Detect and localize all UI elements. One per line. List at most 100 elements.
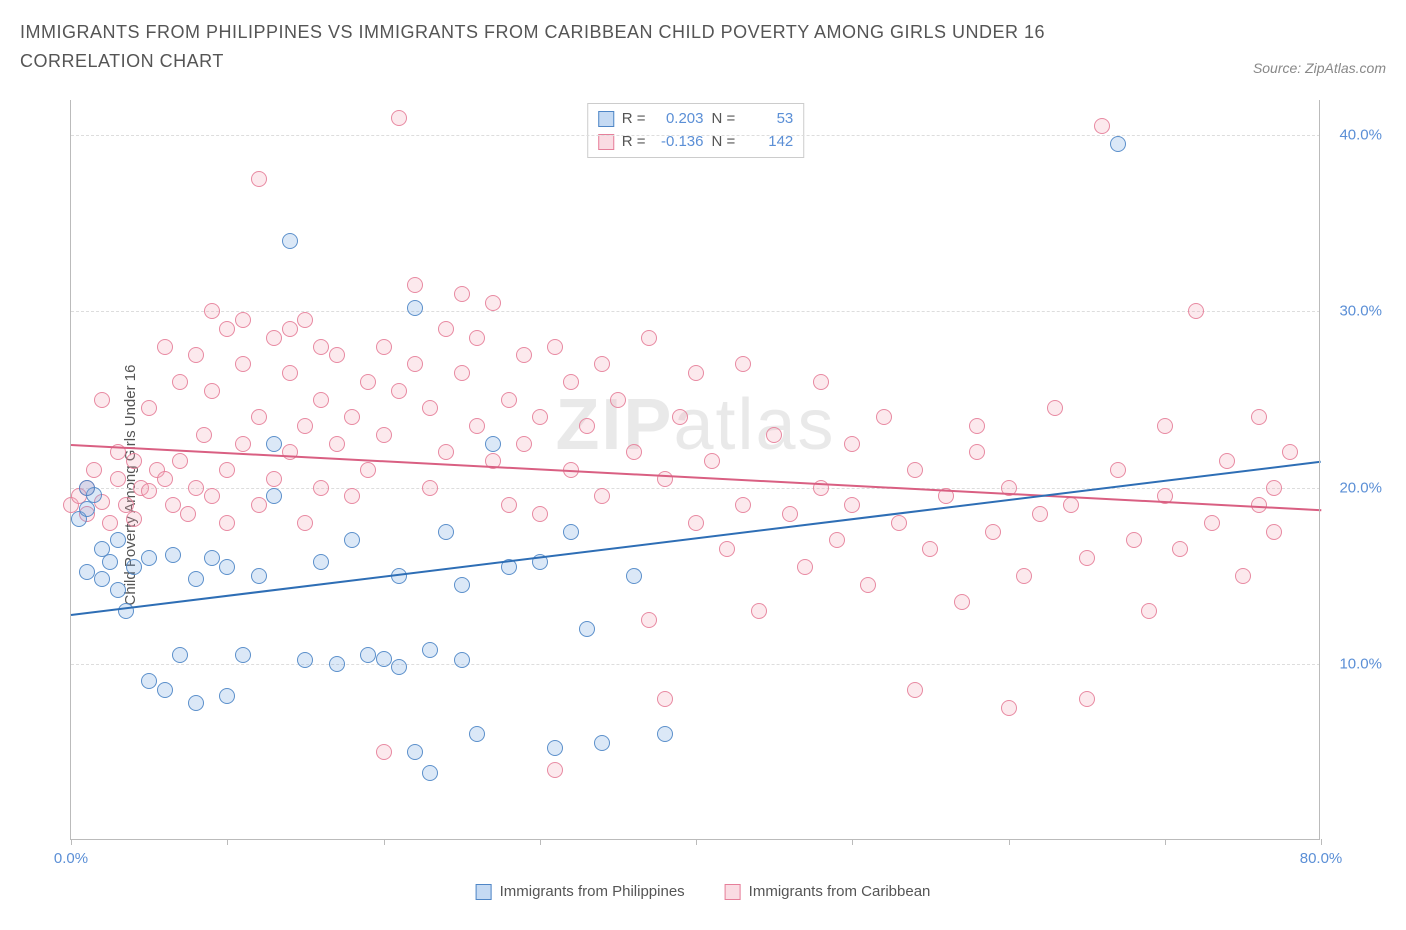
scatter-point-caribbean [782, 506, 798, 522]
xtick-label: 80.0% [1300, 850, 1343, 867]
swatch-philippines [598, 111, 614, 127]
scatter-point-caribbean [610, 392, 626, 408]
scatter-point-caribbean [344, 488, 360, 504]
scatter-point-caribbean [391, 110, 407, 126]
scatter-point-caribbean [235, 436, 251, 452]
scatter-point-philippines [454, 652, 470, 668]
scatter-point-caribbean [563, 374, 579, 390]
scatter-point-caribbean [235, 356, 251, 372]
scatter-point-caribbean [1126, 532, 1142, 548]
scatter-point-caribbean [329, 347, 345, 363]
scatter-point-caribbean [1047, 400, 1063, 416]
scatter-point-caribbean [297, 312, 313, 328]
scatter-point-caribbean [1079, 550, 1095, 566]
scatter-point-caribbean [454, 365, 470, 381]
scatter-point-caribbean [1188, 303, 1204, 319]
R-label: R = [622, 131, 646, 154]
scatter-point-caribbean [422, 400, 438, 416]
scatter-point-caribbean [407, 277, 423, 293]
scatter-point-philippines [485, 436, 501, 452]
scatter-point-philippines [438, 524, 454, 540]
scatter-point-caribbean [1079, 691, 1095, 707]
scatter-point-caribbean [766, 427, 782, 443]
scatter-point-philippines [407, 300, 423, 316]
scatter-point-caribbean [391, 383, 407, 399]
xtick [540, 839, 541, 845]
scatter-point-caribbean [688, 515, 704, 531]
legend-item-philippines: Immigrants from Philippines [476, 883, 685, 900]
scatter-point-caribbean [485, 295, 501, 311]
N-value-caribbean: 142 [743, 131, 793, 154]
scatter-point-caribbean [516, 436, 532, 452]
scatter-point-philippines [266, 436, 282, 452]
scatter-point-caribbean [1016, 568, 1032, 584]
ytick-label: 40.0% [1339, 127, 1382, 144]
source-attribution: Source: ZipAtlas.com [1253, 60, 1386, 76]
scatter-point-philippines [219, 559, 235, 575]
scatter-point-caribbean [469, 418, 485, 434]
scatter-point-philippines [626, 568, 642, 584]
scatter-point-caribbean [1094, 118, 1110, 134]
scatter-point-caribbean [626, 444, 642, 460]
scatter-point-philippines [313, 554, 329, 570]
scatter-point-caribbean [329, 436, 345, 452]
scatter-point-caribbean [86, 462, 102, 478]
scatter-point-caribbean [719, 541, 735, 557]
scatter-point-caribbean [735, 497, 751, 513]
xtick [71, 839, 72, 845]
scatter-point-caribbean [204, 303, 220, 319]
scatter-point-philippines [235, 647, 251, 663]
scatter-point-caribbean [735, 356, 751, 372]
scatter-point-caribbean [829, 532, 845, 548]
xtick-label: 0.0% [54, 850, 88, 867]
watermark-atlas: atlas [673, 385, 835, 465]
scatter-point-caribbean [969, 418, 985, 434]
scatter-point-caribbean [180, 506, 196, 522]
scatter-point-caribbean [1001, 700, 1017, 716]
N-label: N = [712, 131, 736, 154]
header: IMMIGRANTS FROM PHILIPPINES VS IMMIGRANT… [0, 0, 1406, 82]
scatter-point-philippines [657, 726, 673, 742]
xtick [384, 839, 385, 845]
xtick [1165, 839, 1166, 845]
scatter-point-philippines [1110, 136, 1126, 152]
scatter-point-caribbean [641, 612, 657, 628]
scatter-point-caribbean [1141, 603, 1157, 619]
scatter-point-caribbean [547, 339, 563, 355]
scatter-point-caribbean [501, 497, 517, 513]
chart-container: Child Poverty Among Girls Under 16 ZIPat… [20, 100, 1386, 870]
ytick-label: 10.0% [1339, 655, 1382, 672]
legend-label-philippines: Immigrants from Philippines [500, 883, 685, 900]
scatter-point-caribbean [860, 577, 876, 593]
scatter-point-caribbean [954, 594, 970, 610]
scatter-point-caribbean [891, 515, 907, 531]
scatter-point-caribbean [376, 339, 392, 355]
scatter-point-philippines [360, 647, 376, 663]
scatter-point-caribbean [297, 515, 313, 531]
scatter-point-caribbean [282, 365, 298, 381]
scatter-point-caribbean [844, 497, 860, 513]
scatter-point-philippines [188, 571, 204, 587]
scatter-point-caribbean [969, 444, 985, 460]
watermark: ZIPatlas [555, 384, 835, 466]
scatter-point-philippines [422, 642, 438, 658]
scatter-point-philippines [110, 582, 126, 598]
scatter-point-philippines [126, 559, 142, 575]
scatter-point-philippines [165, 547, 181, 563]
scatter-point-philippines [172, 647, 188, 663]
scatter-point-caribbean [1110, 462, 1126, 478]
xtick [696, 839, 697, 845]
scatter-point-caribbean [751, 603, 767, 619]
scatter-point-philippines [102, 554, 118, 570]
scatter-point-caribbean [126, 511, 142, 527]
xtick [1009, 839, 1010, 845]
scatter-point-caribbean [235, 312, 251, 328]
scatter-point-philippines [219, 688, 235, 704]
scatter-point-caribbean [438, 321, 454, 337]
scatter-point-caribbean [219, 462, 235, 478]
scatter-point-caribbean [196, 427, 212, 443]
ytick-label: 20.0% [1339, 479, 1382, 496]
scatter-point-caribbean [266, 471, 282, 487]
stats-legend-box: R = 0.203 N = 53 R = -0.136 N = 142 [587, 103, 805, 158]
xtick [227, 839, 228, 845]
